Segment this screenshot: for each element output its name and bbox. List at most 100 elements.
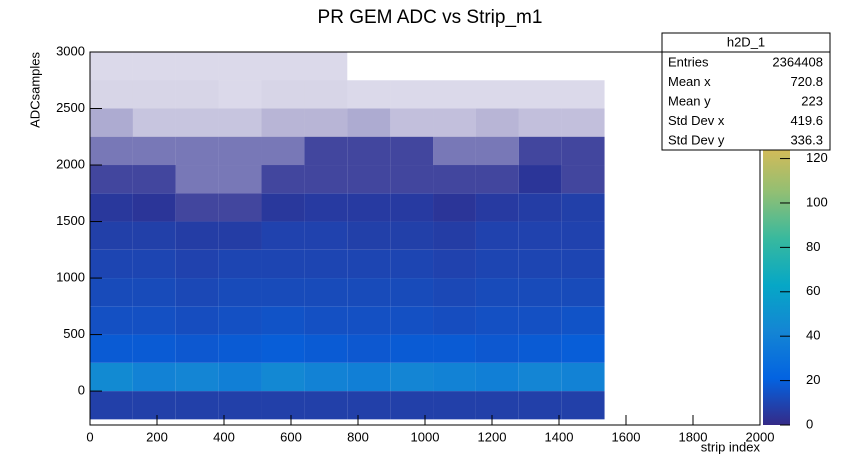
heatmap-cell [261, 334, 305, 363]
y-tick-label: 1000 [56, 269, 85, 284]
heatmap-cell [175, 249, 219, 279]
heatmap-cell [433, 193, 476, 222]
heatmap-cell [518, 193, 562, 222]
x-tick-label: 400 [213, 429, 235, 444]
heatmap-cell [261, 278, 305, 307]
heatmap-cell [433, 221, 476, 250]
heatmap-cell [132, 136, 176, 166]
heatmap-cell [390, 278, 434, 307]
heatmap-cell [175, 108, 219, 137]
heatmap-cell [433, 362, 476, 392]
y-tick-label: 2500 [56, 100, 85, 115]
x-tick-label: 2000 [746, 429, 775, 444]
heatmap-cell [90, 391, 133, 420]
chart-title: PR GEM ADC vs Strip_m1 [318, 7, 543, 28]
heatmap-cell [475, 80, 519, 109]
heatmap-cell [475, 334, 519, 363]
heatmap-cell [518, 221, 562, 250]
heatmap-cell [132, 165, 176, 194]
y-tick-label: 0 [78, 383, 85, 398]
heatmap-cell [518, 249, 562, 279]
heatmap-cell [261, 165, 305, 194]
heatmap-cell [304, 165, 348, 194]
heatmap-cell [261, 52, 305, 81]
heatmap-cell [347, 136, 391, 166]
heatmap-cell [132, 221, 176, 250]
heatmap-cell [518, 334, 562, 363]
heatmap-cell [433, 108, 476, 137]
heatmap-cell [132, 278, 176, 307]
heatmap-cell [90, 80, 133, 109]
heatmap-cell [218, 193, 262, 222]
heatmap-cell [304, 306, 348, 335]
heatmap-cells [90, 52, 605, 420]
heatmap-cell [304, 362, 348, 392]
heatmap-cell [433, 334, 476, 363]
heatmap-cell [518, 362, 562, 392]
y-tick-label: 500 [63, 326, 85, 341]
heatmap-cell [218, 362, 262, 392]
heatmap-cell [390, 391, 434, 420]
stats-value: 223 [801, 93, 823, 108]
heatmap-cell [518, 108, 562, 137]
z-tick-label: 100 [806, 194, 828, 209]
x-axis-label: strip index [701, 439, 761, 454]
heatmap-cell [90, 306, 133, 335]
heatmap-cell [347, 391, 391, 420]
heatmap-cell [90, 108, 133, 137]
heatmap-cell [433, 278, 476, 307]
heatmap-cell [218, 306, 262, 335]
heatmap-cell [304, 108, 348, 137]
heatmap-cell [390, 80, 434, 109]
heatmap-cell [218, 136, 262, 166]
stats-label: Mean x [668, 74, 711, 89]
heatmap-cell [347, 334, 391, 363]
heatmap-cell [518, 306, 562, 335]
heatmap-cell [132, 80, 176, 109]
heatmap-cell [347, 306, 391, 335]
heatmap-cell [561, 108, 605, 137]
heatmap-cell [304, 52, 348, 81]
heatmap-cell [347, 362, 391, 392]
heatmap-cell [433, 249, 476, 279]
heatmap-cell [218, 165, 262, 194]
heatmap-cell [561, 362, 605, 392]
heatmap-cell [90, 52, 133, 81]
x-tick-label: 600 [280, 429, 302, 444]
heatmap-cell [261, 391, 305, 420]
heatmap-cell [175, 278, 219, 307]
heatmap-cell [90, 136, 133, 166]
heatmap-cell [304, 249, 348, 279]
heatmap-cell [475, 221, 519, 250]
heatmap-cell [561, 306, 605, 335]
heatmap-cell [132, 52, 176, 81]
heatmap-cell [218, 278, 262, 307]
stats-title: h2D_1 [727, 34, 765, 49]
z-tick-label: 40 [806, 328, 820, 343]
heatmap-cell [561, 165, 605, 194]
x-tick-label: 1800 [679, 429, 708, 444]
heatmap-cell [390, 249, 434, 279]
heatmap-cell [561, 136, 605, 166]
heatmap-cell [175, 165, 219, 194]
heatmap-cell [261, 136, 305, 166]
stats-value: 720.8 [790, 74, 823, 89]
stats-value: 2364408 [772, 54, 823, 69]
heatmap-cell [175, 80, 219, 109]
heatmap-cell [90, 362, 133, 392]
heatmap-cell [175, 193, 219, 222]
y-axis-label: ADCsamples [27, 52, 42, 128]
heatmap-cell [518, 136, 562, 166]
heatmap-cell [347, 193, 391, 222]
heatmap-cell [304, 278, 348, 307]
heatmap-cell [90, 334, 133, 363]
heatmap-cell [90, 165, 133, 194]
heatmap-cell [561, 193, 605, 222]
heatmap-cell [518, 278, 562, 307]
heatmap-cell [261, 108, 305, 137]
heatmap-cell [218, 108, 262, 137]
heatmap-cell [90, 278, 133, 307]
z-tick-label: 80 [806, 239, 820, 254]
